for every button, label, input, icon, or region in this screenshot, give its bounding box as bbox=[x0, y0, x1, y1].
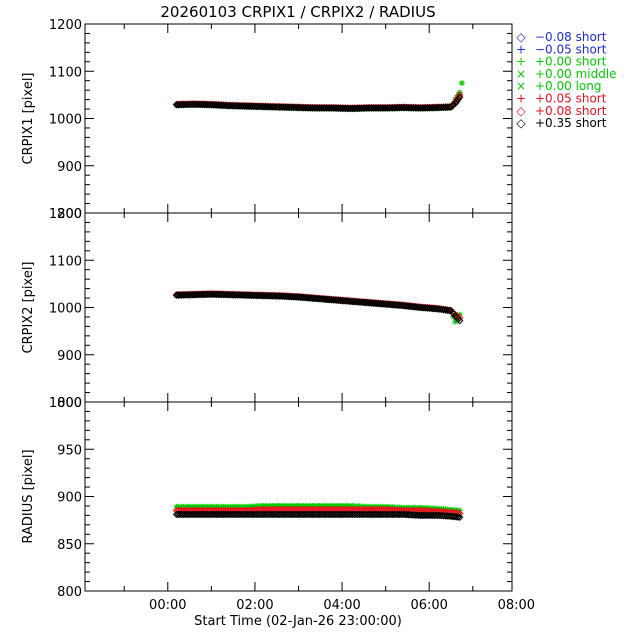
data-point bbox=[458, 80, 465, 87]
series-group bbox=[172, 502, 464, 521]
legend: ◇ −0.08 short + −0.05 short + +0.00 short × +0.… bbox=[516, 30, 617, 130]
data-point bbox=[451, 99, 460, 108]
data-point bbox=[456, 317, 464, 325]
panels: 800 900 1000 1100 1200 CRPIX1 [pixel] 800 900 10… bbox=[21, 18, 535, 613]
series--0-35-short bbox=[172, 510, 464, 521]
data-point bbox=[456, 513, 464, 521]
panel-crpix1: 800 900 1000 1100 1200 CRPIX1 [pixel] bbox=[21, 18, 513, 222]
y-tick-label: 1100 bbox=[49, 65, 82, 80]
data-point bbox=[456, 93, 464, 101]
y-tick-label: 800 bbox=[57, 396, 82, 411]
chart-title: 20260103 CRPIX1 / CRPIX2 / RADIUS bbox=[160, 3, 435, 21]
series-group bbox=[172, 80, 465, 113]
legend-label: +0.00 middle bbox=[535, 67, 617, 81]
legend-symbol: + bbox=[516, 55, 526, 69]
legend-entry: ◇ −0.08 short bbox=[516, 30, 606, 44]
y-tick-label: 850 bbox=[57, 538, 82, 553]
y-tick-label: 1200 bbox=[49, 207, 82, 222]
y-axis-label-radius: RADIUS [pixel] bbox=[21, 449, 36, 543]
data-point bbox=[454, 95, 462, 103]
x-tick-label: 02:00 bbox=[236, 598, 273, 613]
y-tick-label: 1200 bbox=[49, 18, 82, 33]
legend-symbol: ◇ bbox=[516, 104, 526, 118]
legend-symbol: ◇ bbox=[516, 30, 526, 44]
y-tick-label: 1100 bbox=[49, 254, 82, 269]
y-axis-label-crpix2: CRPIX2 [pixel] bbox=[21, 261, 36, 353]
legend-label: +0.35 short bbox=[535, 116, 607, 130]
legend-label: +0.05 short bbox=[535, 92, 607, 106]
x-tick-label: 04:00 bbox=[323, 598, 360, 613]
series--0-35-short bbox=[172, 93, 464, 113]
legend-label: +0.08 short bbox=[535, 104, 607, 118]
data-point bbox=[452, 318, 459, 325]
series--0-35-short bbox=[172, 290, 464, 325]
legend-entry: × +0.00 middle bbox=[516, 67, 617, 81]
legend-label: −0.08 short bbox=[535, 30, 607, 44]
data-point bbox=[447, 103, 455, 111]
x-tick-label: 08:00 bbox=[498, 598, 535, 613]
data-point bbox=[454, 513, 462, 521]
data-point bbox=[449, 101, 457, 109]
y-tick-label: 1000 bbox=[49, 302, 82, 317]
y-tick-label: 1000 bbox=[49, 113, 82, 128]
legend-entry: × +0.00 long bbox=[516, 79, 602, 93]
x-tick-label: 00:00 bbox=[149, 598, 186, 613]
y-tick-label: 1000 bbox=[49, 396, 82, 411]
y-tick-label: 900 bbox=[57, 349, 82, 364]
legend-entry: + −0.05 short bbox=[516, 42, 607, 56]
legend-symbol: × bbox=[516, 67, 526, 81]
x-tick-label: 06:00 bbox=[410, 598, 447, 613]
y-tick-label: 900 bbox=[57, 491, 82, 506]
legend-symbol: + bbox=[516, 92, 526, 106]
legend-label: +0.00 short bbox=[535, 55, 607, 69]
y-tick-label: 950 bbox=[57, 443, 82, 458]
data-point bbox=[445, 306, 453, 315]
legend-symbol: × bbox=[516, 79, 526, 93]
y-tick-label: 800 bbox=[57, 207, 82, 222]
panel-radius: 800 850 900 950 1000 RADIUS [pixel] bbox=[21, 396, 513, 600]
legend-symbol: ◇ bbox=[516, 116, 526, 130]
legend-label: +0.00 long bbox=[535, 79, 602, 93]
y-tick-label: 900 bbox=[57, 160, 82, 175]
legend-entry: + +0.00 short bbox=[516, 55, 607, 69]
panel-crpix2: 800 900 1000 1100 1200 CRPIX2 [pixel] bbox=[21, 207, 513, 411]
legend-entry: ◇ +0.35 short bbox=[516, 116, 606, 130]
series-group bbox=[172, 290, 464, 325]
y-axis-label-crpix1: CRPIX1 [pixel] bbox=[21, 72, 36, 164]
legend-label: −0.05 short bbox=[535, 42, 607, 56]
data-point bbox=[453, 97, 461, 106]
legend-entry: ◇ +0.08 short bbox=[516, 104, 606, 118]
y-tick-label: 800 bbox=[57, 585, 82, 600]
legend-symbol: + bbox=[516, 42, 526, 56]
x-axis-label: Start Time (02-Jan-26 23:00:00) bbox=[194, 614, 402, 629]
legend-entry: + +0.05 short bbox=[516, 92, 607, 106]
data-point bbox=[453, 95, 461, 104]
